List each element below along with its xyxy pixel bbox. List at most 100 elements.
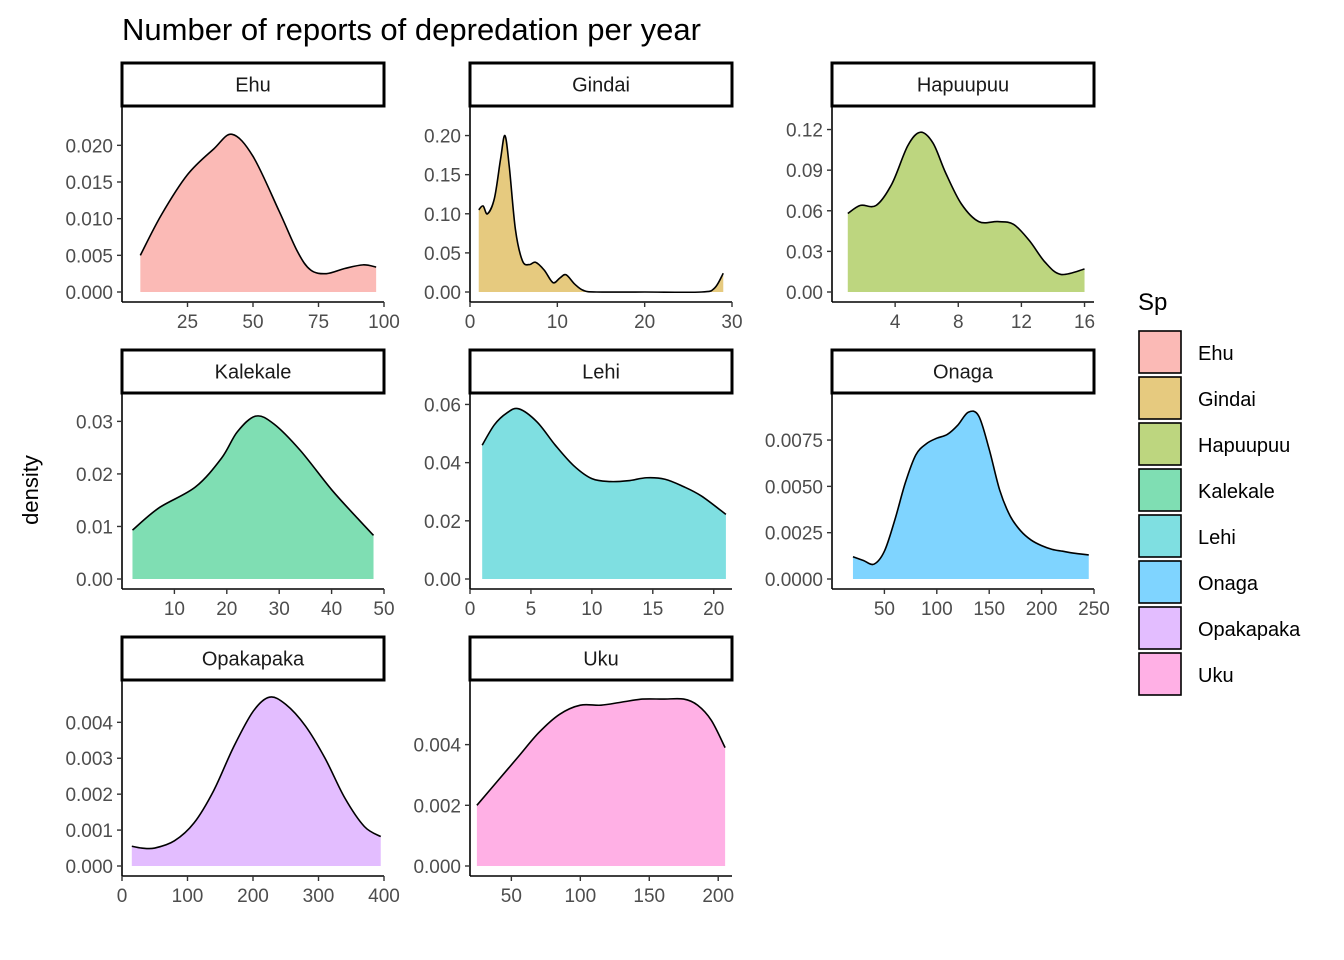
panel-hapuupuu: Hapuupuu 0.00 0.03 0.06 0.09 0.12 4 8 12 16 [786,61,1096,333]
density-line [847,131,1085,276]
y-tick-label: 0.000 [65,283,113,304]
density-area [132,415,374,579]
legend-item-ehu: Ehu [1138,330,1234,374]
density-area [847,132,1085,292]
x-tick-label: 5 [526,599,537,620]
y-tick-label: 0.0050 [765,477,823,498]
x-tick-label: 50 [373,599,394,620]
x-tick-label: 40 [321,599,342,620]
density-area [478,135,724,293]
density-line [131,415,375,536]
density-area [482,408,726,579]
panel-ehu: Ehu 0.000 0.005 0.010 0.015 0.020 25 50 75 100 [65,61,400,333]
panel-uku: Uku 0.000 0.002 0.004 50 100 150 200 [413,635,734,907]
legend-item-hapuupuu: Hapuupuu [1138,422,1290,466]
x-tick-label: 20 [634,312,655,333]
density-area [852,411,1089,579]
density-line [131,696,382,850]
x-tick-label: 200 [702,886,734,907]
y-tick-label: 0.06 [786,202,823,223]
legend-swatch [1138,560,1182,604]
legend-items: Ehu Gindai Hapuupuu Kalekale Lehi Onaga Opakap… [1138,330,1301,696]
y-tick-label: 0.003 [65,749,113,770]
x-tick-label: 50 [874,599,895,620]
legend-item-uku: Uku [1138,652,1234,696]
x-tick-label: 200 [237,886,269,907]
y-tick-label: 0.02 [76,465,113,486]
x-tick-label: 20 [703,599,724,620]
legend-item-onaga: Onaga [1138,560,1259,604]
facet-strip [120,61,386,108]
legend-swatch [1138,422,1182,466]
legend-swatch [1138,652,1182,696]
facet-strip-label: Lehi [582,362,620,384]
y-tick-label: 0.00 [424,283,461,304]
chart-title: Number of reports of depredation per yea… [122,12,701,47]
x-tick-label: 150 [973,599,1005,620]
y-tick-label: 0.015 [65,173,113,194]
legend-item-kalekale: Kalekale [1138,468,1275,512]
legend-swatch [1138,330,1182,374]
x-tick-label: 250 [1078,599,1110,620]
legend-swatch [1138,468,1182,512]
legend-swatch [1138,606,1182,650]
y-tick-label: 0.05 [424,244,461,265]
density-line [478,134,724,294]
y-tick-label: 0.00 [786,283,823,304]
facet-strip-label: Kalekale [215,362,292,384]
x-tick-label: 0 [465,599,476,620]
y-axis-label: density [18,455,43,525]
y-tick-label: 0.002 [65,785,113,806]
y-tick-label: 0.00 [424,570,461,591]
x-tick-label: 15 [642,599,663,620]
facet-strip [468,348,734,395]
y-tick-label: 0.04 [424,454,461,475]
x-tick-label: 100 [921,599,953,620]
y-tick-label: 0.01 [76,517,113,538]
legend-label: Uku [1198,665,1234,687]
x-tick-label: 10 [547,312,568,333]
x-tick-label: 10 [581,599,602,620]
x-tick-label: 100 [564,886,596,907]
x-tick-label: 12 [1011,312,1032,333]
facet-strip [468,61,734,108]
panel-onaga: Onaga 0.0000 0.0025 0.0050 0.0075 50 100 150 200… [765,348,1110,620]
y-tick-label: 0.00 [76,570,113,591]
y-tick-label: 0.0000 [765,570,823,591]
legend-swatch [1138,514,1182,558]
legend-item-lehi: Lehi [1138,514,1236,558]
x-tick-label: 50 [242,312,263,333]
y-tick-label: 0.03 [76,412,113,433]
y-tick-label: 0.020 [65,136,113,157]
y-tick-label: 0.001 [65,821,113,842]
y-tick-label: 0.15 [424,166,461,187]
facet-strip-label: Hapuupuu [917,75,1009,97]
legend-title: Sp [1138,289,1167,316]
panel-kalekale: Kalekale 0.00 0.01 0.02 0.03 10 20 30 40 50 [76,348,395,620]
legend-label: Kalekale [1198,481,1275,503]
x-tick-label: 100 [368,312,400,333]
density-area [476,698,726,866]
legend-label: Onaga [1198,573,1259,595]
legend-label: Opakapaka [1198,619,1301,641]
legend-label: Ehu [1198,343,1234,365]
facet-strip [468,635,734,682]
legend-label: Lehi [1198,527,1236,549]
panel-gindai: Gindai 0.00 0.05 0.10 0.15 0.20 0 10 20 30 [424,61,743,333]
legend-label: Hapuupuu [1198,435,1290,457]
y-tick-label: 0.010 [65,210,113,231]
legend-swatch [1138,376,1182,420]
x-tick-label: 0 [465,312,476,333]
facet-strip [830,61,1096,108]
y-tick-label: 0.000 [413,857,461,878]
facet-strip [120,635,386,682]
y-tick-label: 0.0025 [765,524,823,545]
x-tick-label: 75 [308,312,329,333]
legend-item-gindai: Gindai [1138,376,1256,420]
x-tick-label: 10 [164,599,185,620]
y-tick-label: 0.06 [424,395,461,416]
x-tick-label: 30 [721,312,742,333]
x-tick-label: 4 [890,312,901,333]
x-tick-label: 8 [953,312,964,333]
x-tick-label: 0 [117,886,128,907]
